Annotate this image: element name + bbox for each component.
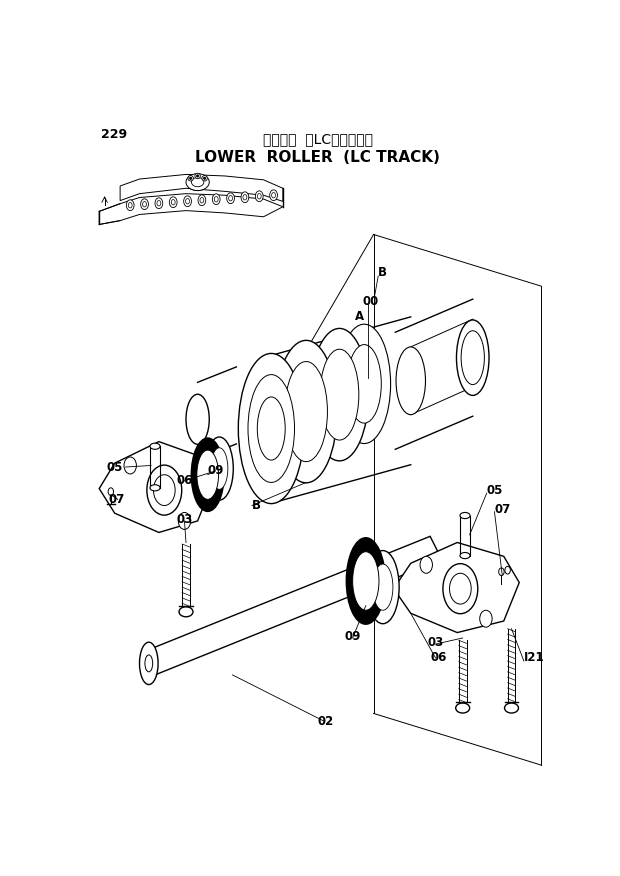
Ellipse shape xyxy=(211,448,228,490)
Ellipse shape xyxy=(169,197,177,208)
Ellipse shape xyxy=(198,194,206,206)
Ellipse shape xyxy=(185,199,190,204)
Polygon shape xyxy=(99,194,283,224)
Ellipse shape xyxy=(154,475,175,505)
Ellipse shape xyxy=(150,484,160,491)
Polygon shape xyxy=(143,536,441,675)
Ellipse shape xyxy=(373,564,393,611)
Ellipse shape xyxy=(311,328,368,461)
Text: 07: 07 xyxy=(495,503,511,516)
Ellipse shape xyxy=(461,331,484,385)
Ellipse shape xyxy=(505,567,510,574)
Ellipse shape xyxy=(190,177,192,180)
Ellipse shape xyxy=(456,320,489,395)
Ellipse shape xyxy=(108,488,113,496)
Ellipse shape xyxy=(205,437,233,500)
Ellipse shape xyxy=(202,175,207,181)
Ellipse shape xyxy=(179,607,193,617)
Ellipse shape xyxy=(203,177,206,180)
Ellipse shape xyxy=(353,552,379,611)
Ellipse shape xyxy=(188,175,193,181)
Text: A: A xyxy=(355,310,364,323)
Text: 09: 09 xyxy=(345,630,361,643)
Ellipse shape xyxy=(272,193,275,198)
Ellipse shape xyxy=(257,397,285,460)
Ellipse shape xyxy=(124,457,136,474)
Ellipse shape xyxy=(179,512,190,529)
Ellipse shape xyxy=(227,193,234,203)
Text: I21: I21 xyxy=(524,652,544,665)
Ellipse shape xyxy=(460,553,470,559)
Ellipse shape xyxy=(215,196,218,202)
Ellipse shape xyxy=(126,200,134,210)
Ellipse shape xyxy=(450,573,471,604)
Ellipse shape xyxy=(128,202,132,208)
Text: 06: 06 xyxy=(177,475,193,487)
Ellipse shape xyxy=(257,194,261,199)
Ellipse shape xyxy=(460,512,470,519)
Text: 229: 229 xyxy=(100,128,127,141)
Ellipse shape xyxy=(197,175,199,177)
Ellipse shape xyxy=(197,450,219,499)
Ellipse shape xyxy=(238,353,304,504)
Ellipse shape xyxy=(141,199,148,209)
Ellipse shape xyxy=(480,611,492,627)
Text: 00: 00 xyxy=(363,295,379,308)
Ellipse shape xyxy=(184,196,192,207)
Text: 07: 07 xyxy=(108,493,125,505)
Ellipse shape xyxy=(150,443,160,449)
Ellipse shape xyxy=(200,198,204,203)
Ellipse shape xyxy=(212,194,220,205)
Ellipse shape xyxy=(229,195,232,201)
Ellipse shape xyxy=(338,324,391,443)
Ellipse shape xyxy=(396,347,425,414)
Ellipse shape xyxy=(186,173,210,191)
Ellipse shape xyxy=(498,568,504,576)
Ellipse shape xyxy=(143,201,146,207)
Text: 下ローラ  （LCトラック）: 下ローラ （LCトラック） xyxy=(263,132,373,146)
Ellipse shape xyxy=(456,703,470,713)
Ellipse shape xyxy=(248,375,294,483)
Ellipse shape xyxy=(275,341,337,483)
Text: B: B xyxy=(378,266,388,279)
Ellipse shape xyxy=(420,556,433,573)
Ellipse shape xyxy=(347,538,385,624)
Ellipse shape xyxy=(505,703,518,713)
Ellipse shape xyxy=(241,192,249,202)
Ellipse shape xyxy=(145,655,153,672)
Polygon shape xyxy=(394,542,520,632)
Ellipse shape xyxy=(255,191,263,201)
Ellipse shape xyxy=(320,350,359,440)
Text: 03: 03 xyxy=(177,512,193,526)
Text: LOWER  ROLLER  (LC TRACK): LOWER ROLLER (LC TRACK) xyxy=(195,150,440,165)
Text: 06: 06 xyxy=(430,652,446,665)
Ellipse shape xyxy=(443,563,478,614)
Polygon shape xyxy=(120,174,283,201)
Ellipse shape xyxy=(140,642,158,684)
Ellipse shape xyxy=(243,194,247,200)
Text: 02: 02 xyxy=(317,715,334,728)
Ellipse shape xyxy=(171,200,175,205)
Ellipse shape xyxy=(157,201,161,206)
Text: 03: 03 xyxy=(428,636,444,649)
Text: 09: 09 xyxy=(208,464,224,477)
Text: 05: 05 xyxy=(107,461,123,474)
Text: 05: 05 xyxy=(487,484,503,497)
Ellipse shape xyxy=(347,344,381,423)
Ellipse shape xyxy=(147,465,182,515)
Text: B: B xyxy=(252,499,261,512)
Ellipse shape xyxy=(186,394,210,444)
Ellipse shape xyxy=(195,173,200,179)
Ellipse shape xyxy=(270,190,278,201)
Ellipse shape xyxy=(155,198,162,208)
Ellipse shape xyxy=(192,438,224,512)
Ellipse shape xyxy=(366,550,399,624)
Ellipse shape xyxy=(192,178,204,187)
Polygon shape xyxy=(99,442,213,533)
Ellipse shape xyxy=(285,362,327,462)
